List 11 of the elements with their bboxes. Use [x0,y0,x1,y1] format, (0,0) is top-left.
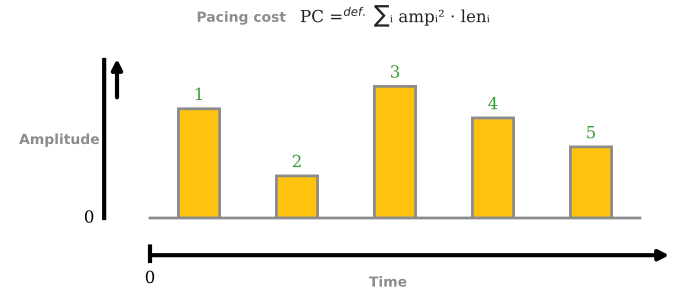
text: 0 [84,210,94,223]
annotation: 2 [292,154,301,168]
annotation: 3 [390,65,400,78]
chart-subtitle: PC =$^{def.}$ ∑ᵢ ampᵢ² · lenᵢ [300,5,490,27]
annotation: 4 [488,96,498,110]
text: 0 [146,270,154,284]
chart-title: Pacing cost [198,11,286,25]
annotation: 5 [587,126,596,138]
x-axis-title: Time [369,276,406,287]
y-axis-title: Amplitude [19,133,99,147]
annotation: 1 [196,88,202,100]
